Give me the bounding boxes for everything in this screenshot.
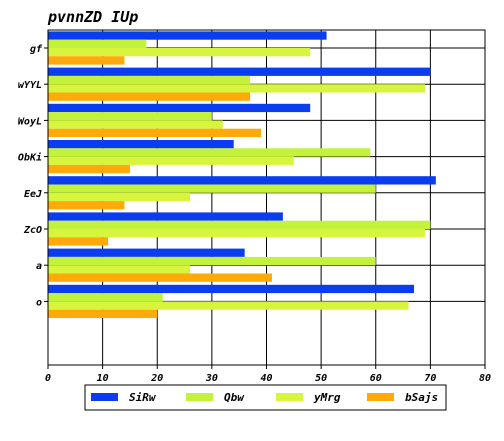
bar-Qbw-gf bbox=[48, 39, 147, 48]
legend-swatch-SiRw bbox=[91, 393, 118, 401]
x-tick-label: 80 bbox=[479, 373, 491, 384]
legend-label-yMrg: yMrg bbox=[313, 391, 341, 404]
bar-bSajs-wYYL bbox=[48, 92, 251, 101]
bar-yMrg-ZcO bbox=[48, 229, 425, 238]
bar-SiRw-ZcO bbox=[48, 212, 283, 221]
y-tick-label: wYYL bbox=[18, 80, 42, 91]
bar-Qbw-wYYL bbox=[48, 75, 251, 85]
bar-yMrg-ObKi bbox=[48, 156, 294, 165]
x-tick-label: 40 bbox=[260, 373, 272, 384]
bar-yMrg-o bbox=[48, 301, 409, 310]
x-tick-label: 30 bbox=[205, 373, 218, 384]
bar-bSajs-ZcO bbox=[48, 237, 109, 246]
x-tick-label: 70 bbox=[424, 373, 436, 384]
bar-bSajs-gf bbox=[48, 56, 125, 65]
bar-bSajs-o bbox=[48, 309, 158, 318]
bar-bSajs-a bbox=[48, 273, 272, 282]
x-tick-label: 10 bbox=[97, 373, 109, 384]
bar-yMrg-a bbox=[48, 265, 191, 274]
legend-swatch-yMrg bbox=[276, 393, 303, 401]
bar-bSajs-EeJ bbox=[48, 201, 125, 210]
bar-yMrg-gf bbox=[48, 48, 311, 57]
legend-label-Qbw: Qbw bbox=[224, 391, 245, 404]
bar-Qbw-WoyL bbox=[48, 112, 212, 121]
bar-Qbw-o bbox=[48, 293, 163, 302]
bar-SiRw-gf bbox=[48, 31, 327, 40]
bar-yMrg-wYYL bbox=[48, 84, 425, 93]
chart-title: pvnnZD IUp bbox=[47, 8, 138, 26]
y-tick-label: ObKi bbox=[18, 152, 42, 164]
x-axis-ticks: 0 10 20 30 40 50 60 70 80 bbox=[45, 365, 491, 384]
legend-label-SiRw: SiRw bbox=[129, 391, 157, 404]
bar-SiRw-o bbox=[48, 284, 414, 294]
y-tick-label: ZcO bbox=[23, 225, 42, 236]
y-tick-label: WoyL bbox=[18, 116, 42, 127]
bar-yMrg-WoyL bbox=[48, 120, 223, 129]
x-tick-label: 20 bbox=[150, 373, 163, 384]
legend-swatch-Qbw bbox=[186, 393, 213, 401]
bar-yMrg-EeJ bbox=[48, 192, 191, 202]
bar-SiRw-wYYL bbox=[48, 67, 431, 76]
y-tick-label: gf bbox=[30, 44, 43, 55]
bar-Qbw-EeJ bbox=[48, 184, 376, 193]
bar-Qbw-ObKi bbox=[48, 148, 371, 157]
x-tick-label: 50 bbox=[315, 373, 327, 384]
bar-SiRw-EeJ bbox=[48, 176, 436, 185]
legend-swatch-bSajs bbox=[367, 393, 394, 401]
y-tick-label: a bbox=[36, 261, 42, 272]
y-axis-ticks: gf wYYL WoyL ObKi EeJ ZcO a o bbox=[18, 44, 48, 308]
x-tick-label: 60 bbox=[370, 373, 382, 384]
y-tick-label: EeJ bbox=[24, 189, 42, 200]
bars bbox=[48, 31, 436, 318]
y-tick-label: o bbox=[36, 297, 42, 308]
x-tick-label: 0 bbox=[45, 373, 51, 384]
bar-Qbw-a bbox=[48, 256, 376, 266]
bar-bSajs-WoyL bbox=[48, 128, 262, 137]
bar-SiRw-WoyL bbox=[48, 103, 311, 113]
bar-SiRw-a bbox=[48, 248, 245, 257]
bar-bSajs-ObKi bbox=[48, 164, 130, 174]
legend-label-bSajs: bSajs bbox=[405, 391, 438, 404]
bar-Qbw-ZcO bbox=[48, 220, 431, 229]
legend: SiRw Qbw yMrg bSajs bbox=[84, 384, 447, 411]
bar-SiRw-ObKi bbox=[48, 140, 234, 149]
